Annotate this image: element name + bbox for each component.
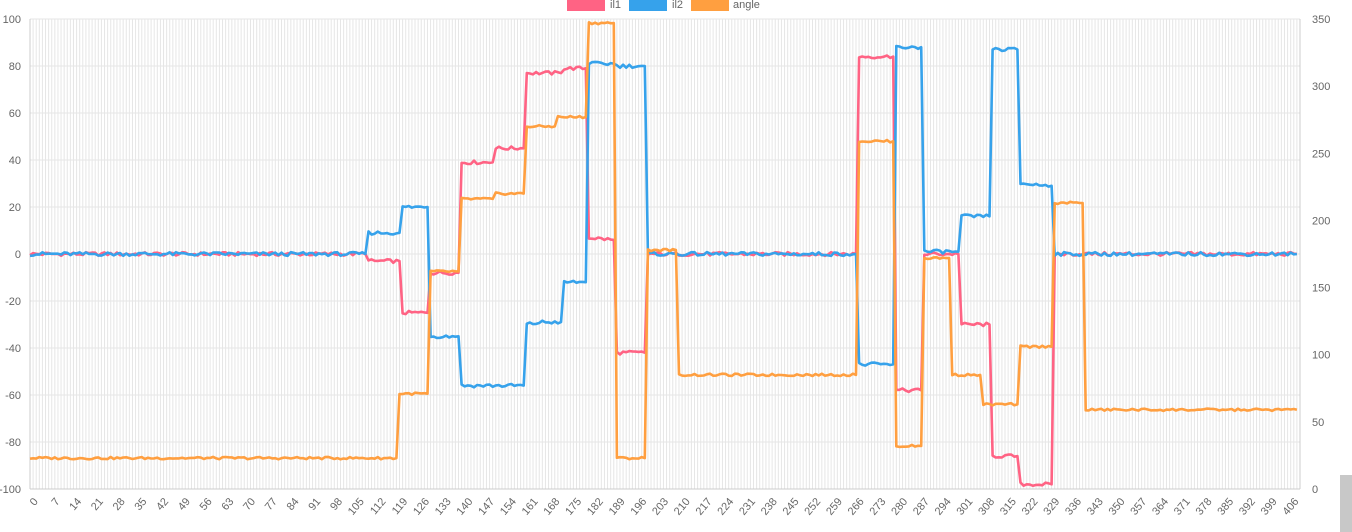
y-right-tick-label: 50: [1312, 417, 1324, 429]
y-left-tick-label: 0: [15, 249, 21, 261]
x-tick-label: 259: [824, 496, 845, 518]
x-tick-label: 364: [1150, 496, 1171, 518]
x-tick-label: 252: [802, 496, 823, 518]
x-tick-label: 175: [563, 496, 584, 518]
x-tick-label: 231: [737, 496, 758, 518]
scrollbar-thumb[interactable]: [1340, 475, 1352, 532]
x-tick-label: 35: [132, 496, 149, 513]
x-tick-label: 189: [607, 496, 628, 518]
x-tick-label: 126: [411, 496, 432, 518]
x-tick-label: 63: [219, 496, 236, 513]
legend[interactable]: il1 il2 angle: [567, 0, 760, 11]
x-tick-label: 112: [368, 496, 388, 517]
x-tick-label: 406: [1281, 496, 1302, 518]
series-line-angle: [29, 21, 1298, 461]
x-tick-label: 266: [846, 496, 867, 518]
y-right-tick-label: 0: [1312, 484, 1318, 496]
x-tick-label: 329: [1041, 496, 1062, 518]
x-tick-label: 357: [1128, 496, 1149, 518]
x-tick-label: 84: [285, 496, 302, 513]
x-tick-label: 140: [455, 496, 476, 518]
y-right-tick-label: 250: [1312, 148, 1330, 160]
x-tick-label: 378: [1194, 496, 1215, 518]
y-right-tick-label: 100: [1312, 350, 1330, 362]
x-tick-label: 49: [176, 496, 193, 513]
y-left-tick-label: -100: [0, 484, 21, 496]
legend-item-angle[interactable]: angle: [691, 0, 760, 11]
x-tick-label: 21: [89, 496, 106, 513]
x-tick-label: 301: [954, 496, 975, 518]
x-tick-label: 343: [1085, 496, 1106, 518]
x-tick-label: 182: [585, 496, 606, 518]
x-tick-label: 238: [759, 496, 780, 518]
x-tick-label: 399: [1259, 496, 1280, 518]
x-tick-label: 350: [1107, 496, 1128, 518]
series-lines: [29, 21, 1298, 488]
y-left-tick-label: -60: [5, 390, 21, 402]
x-tick-label: 91: [306, 496, 323, 513]
legend-label: il1: [610, 0, 621, 11]
x-tick-label: 0: [28, 496, 41, 508]
x-tick-label: 322: [1020, 496, 1041, 518]
series-line-il2: [29, 44, 1298, 389]
x-tick-label: 294: [933, 496, 954, 518]
x-tick-label: 217: [694, 496, 715, 518]
x-tick-label: 210: [672, 496, 693, 518]
y-left-tick-label: 20: [9, 202, 21, 214]
y-left-tick-label: -80: [5, 437, 21, 449]
y-left-tick-label: 40: [9, 155, 21, 167]
legend-swatch: [567, 0, 605, 11]
y-left-tick-label: -40: [5, 343, 21, 355]
x-tick-label: 28: [111, 496, 128, 513]
y-left-tick-label: 60: [9, 108, 21, 120]
x-tick-label: 280: [889, 496, 910, 518]
x-tick-label: 154: [498, 496, 519, 518]
x-tick-label: 336: [1063, 496, 1084, 518]
legend-swatch: [629, 0, 667, 11]
x-tick-label: 70: [241, 496, 258, 513]
legend-swatch: [691, 0, 729, 11]
x-tick-label: 168: [541, 496, 562, 518]
x-tick-label: 385: [1215, 496, 1236, 518]
x-tick-label: 371: [1172, 496, 1193, 518]
x-tick-label: 315: [998, 496, 1019, 518]
x-tick-label: 224: [715, 496, 736, 518]
y-right-tick-label: 350: [1312, 14, 1330, 26]
legend-item-il1[interactable]: il1: [567, 0, 621, 11]
x-tick-label: 245: [781, 496, 802, 518]
x-tick-label: 42: [154, 496, 171, 513]
y-left-tick-label: 100: [3, 14, 21, 26]
x-tick-label: 203: [650, 496, 671, 518]
x-tick-label: 287: [911, 496, 932, 518]
x-tick-label: 147: [476, 496, 497, 518]
y-right-tick-label: 200: [1312, 215, 1330, 227]
x-tick-label: 133: [433, 496, 454, 518]
x-tick-label: 392: [1237, 496, 1258, 518]
y-right-tick-label: 300: [1312, 81, 1330, 93]
x-tick-label: 14: [67, 496, 84, 513]
y-left-tick-label: -20: [5, 296, 21, 308]
legend-label: il2: [672, 0, 683, 11]
x-tick-label: 105: [346, 496, 367, 518]
x-tick-label: 196: [628, 496, 649, 518]
x-tick-label: 7: [49, 496, 62, 508]
x-tick-label: 98: [328, 496, 345, 513]
x-tick-label: 56: [198, 496, 215, 513]
legend-label: angle: [733, 0, 760, 11]
legend-item-il2[interactable]: il2: [629, 0, 683, 11]
x-tick-label: 161: [520, 496, 541, 518]
x-tick-label: 273: [868, 496, 889, 518]
x-tick-label: 119: [390, 496, 410, 517]
x-tick-label: 308: [976, 496, 997, 518]
x-tick-label: 77: [263, 496, 280, 513]
y-left-tick-label: 80: [9, 61, 21, 73]
y-right-tick-label: 150: [1312, 283, 1330, 295]
